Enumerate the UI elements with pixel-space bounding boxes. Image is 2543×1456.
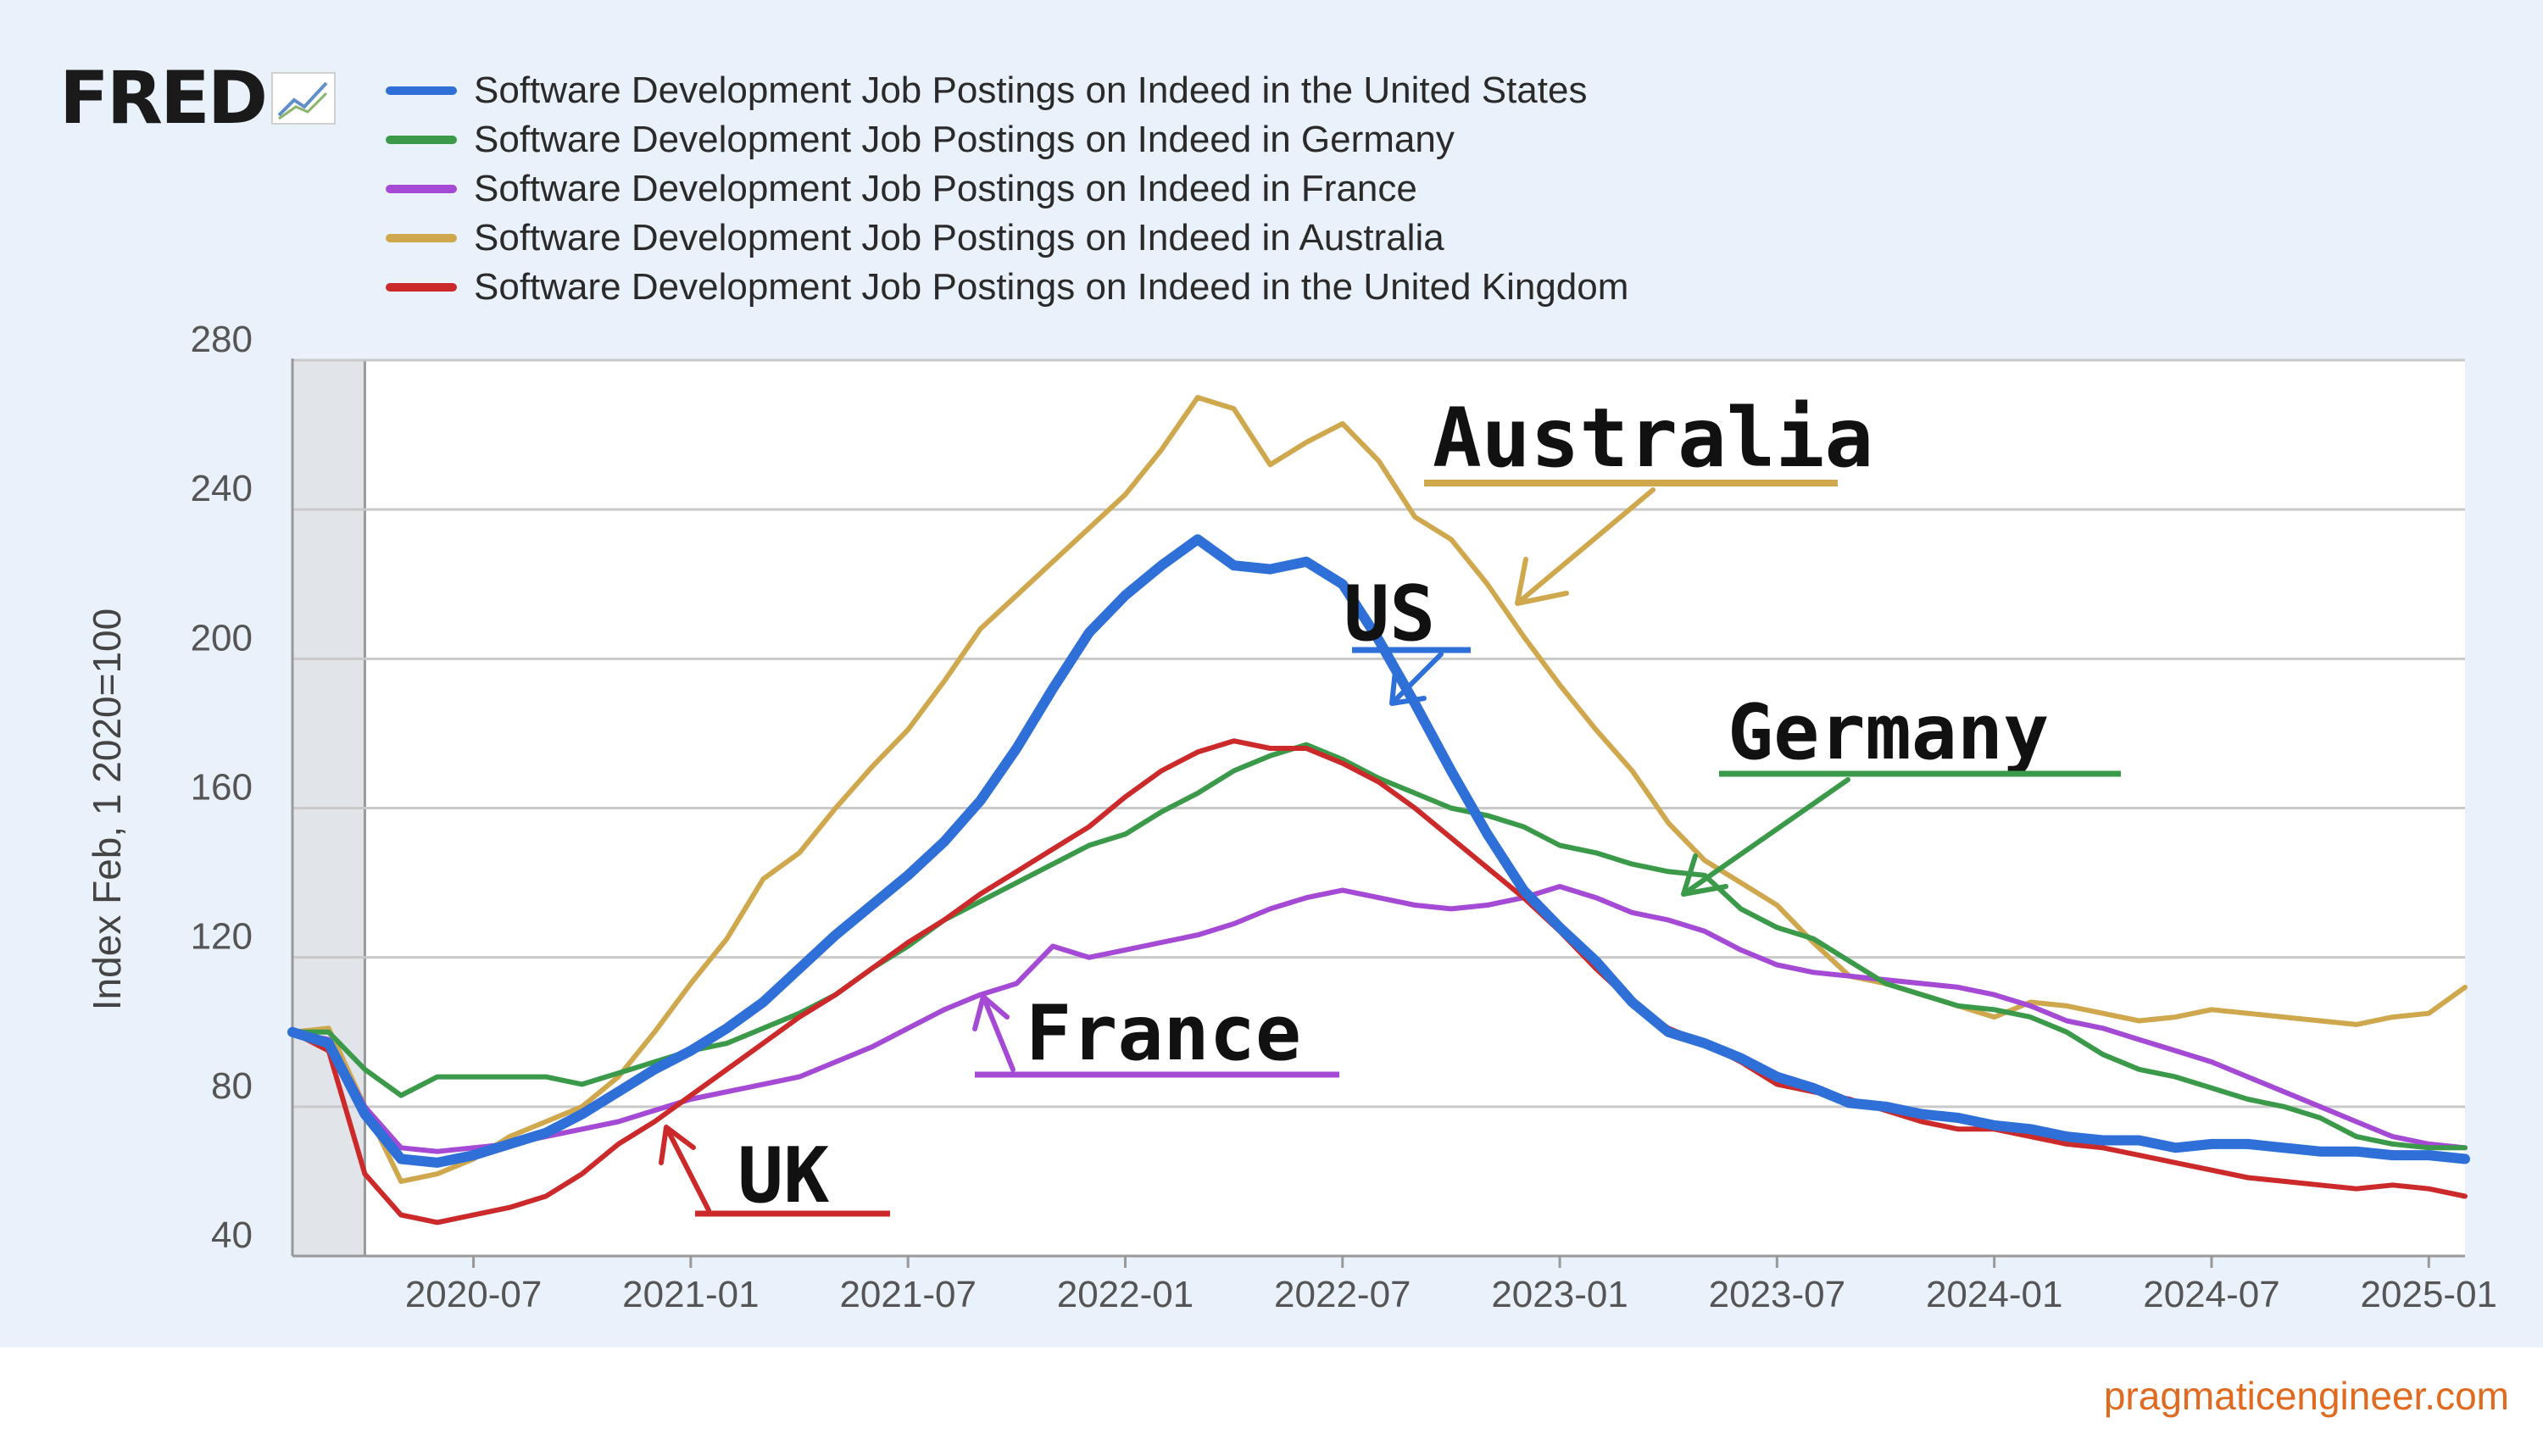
x-tick-label: 2021-07 <box>839 1274 976 1315</box>
legend-swatch <box>386 185 457 193</box>
x-tick-label: 2022-01 <box>1057 1274 1194 1315</box>
annotation-us: US <box>1344 570 1471 706</box>
watermark: pragmaticengineer.com <box>2103 1374 2509 1418</box>
series-line-3 <box>290 395 2468 1184</box>
y-axis-label: Index Feb, 1 2020=100 <box>85 609 129 1010</box>
legend-swatch <box>386 86 457 95</box>
legend-swatch <box>386 136 457 144</box>
annotation-uk-text: UK <box>737 1131 829 1220</box>
annotation-germany-arrow <box>1681 777 1850 897</box>
grid-lines <box>291 358 2465 1258</box>
fred-logo: FRED <box>59 56 337 141</box>
legend-label: Software Development Job Postings on Ind… <box>474 69 1588 111</box>
annotation-germany: Germany <box>1681 688 2121 897</box>
y-tick-label: 280 <box>191 319 253 360</box>
y-tick-label: 240 <box>191 468 253 509</box>
fred-logo-text: FRED <box>59 56 268 141</box>
legend-item[interactable]: Software Development Job Postings on Ind… <box>386 66 1628 115</box>
legend-label: Software Development Job Postings on Ind… <box>474 266 1629 308</box>
x-axis-ticks: 2020-07 2021-01 2021-07 2022-01 2022-07 2023-… <box>405 1256 2497 1315</box>
series-line-1 <box>290 742 2468 1151</box>
series-lines <box>287 395 2470 1225</box>
x-tick-label: 2023-07 <box>1709 1274 1845 1315</box>
annotation-germany-text: Germany <box>1728 688 2049 777</box>
series-line-4 <box>290 738 2468 1225</box>
annotation-us-text: US <box>1344 570 1435 659</box>
legend-swatch <box>386 234 457 242</box>
legend-label: Software Development Job Postings on Ind… <box>474 217 1444 258</box>
legend-swatch <box>386 283 457 292</box>
annotation-france-text: France <box>1026 989 1301 1078</box>
annotation-uk-arrow <box>659 1125 711 1213</box>
x-tick-label: 2025-01 <box>2361 1274 2497 1315</box>
x-tick-label: 2022-07 <box>1274 1274 1411 1315</box>
y-tick-label: 200 <box>191 617 253 659</box>
x-tick-label: 2020-07 <box>405 1274 542 1315</box>
y-axis-ticks: 40 80 120 160 200 240 280 <box>191 319 253 1256</box>
annotation-france: France <box>972 989 1339 1078</box>
legend-item[interactable]: Software Development Job Postings on Ind… <box>386 263 1628 312</box>
annotation-uk: UK <box>659 1125 890 1220</box>
legend-label: Software Development Job Postings on Ind… <box>474 168 1417 209</box>
legend-item[interactable]: Software Development Job Postings on Ind… <box>386 115 1628 164</box>
x-tick-label: 2024-07 <box>2143 1274 2279 1315</box>
trend-chart-icon <box>271 72 337 125</box>
legend-item[interactable]: Software Development Job Postings on Ind… <box>386 164 1628 214</box>
legend: Software Development Job Postings on Ind… <box>386 66 1628 312</box>
annotation-australia-arrow <box>1515 487 1655 606</box>
x-tick-label: 2024-01 <box>1926 1274 2062 1315</box>
legend-item[interactable]: Software Development Job Postings on Ind… <box>386 214 1628 263</box>
x-tick-label: 2023-01 <box>1491 1274 1628 1315</box>
series-line-0 <box>287 534 2470 1168</box>
legend-label: Software Development Job Postings on Ind… <box>474 119 1455 160</box>
annotation-us-arrow <box>1389 652 1444 706</box>
y-tick-label: 160 <box>191 767 253 809</box>
y-tick-label: 120 <box>191 916 253 958</box>
annotation-france-arrow <box>972 994 1016 1072</box>
series-line-2 <box>290 884 2468 1154</box>
annotation-australia: Australia <box>1424 391 1873 606</box>
annotation-australia-text: Australia <box>1433 391 1873 486</box>
y-tick-label: 40 <box>211 1214 253 1256</box>
x-tick-label: 2021-01 <box>622 1274 759 1315</box>
y-tick-label: 80 <box>211 1065 253 1107</box>
